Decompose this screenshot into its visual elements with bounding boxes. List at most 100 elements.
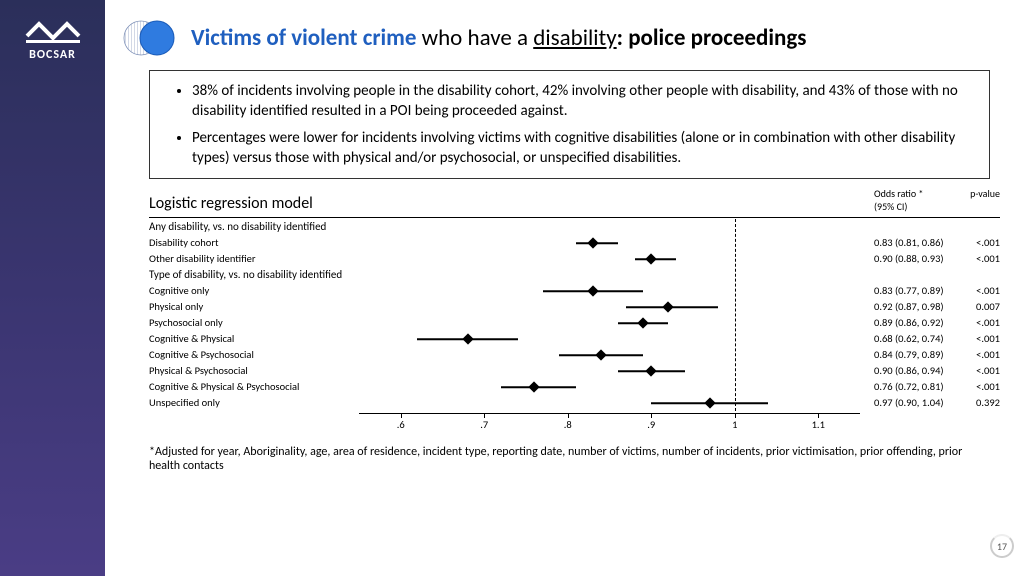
title-part3: disability xyxy=(533,24,616,52)
title-part2: who have a xyxy=(416,24,533,52)
axis-tick: .7 xyxy=(484,413,485,418)
ci-plot xyxy=(359,347,860,363)
p-value: <.001 xyxy=(954,364,1000,377)
ci-plot xyxy=(359,379,860,395)
or-value: 0.76 (0.72, 0.81) xyxy=(874,380,954,393)
venn-icon xyxy=(119,18,179,58)
chart-title: Logistic regression model xyxy=(149,194,874,213)
tick-label: .7 xyxy=(480,418,488,431)
brand-text: BOCSAR xyxy=(29,48,76,62)
tick-label: 1 xyxy=(732,418,737,431)
row-label: Disability cohort xyxy=(149,236,219,249)
row-label: Cognitive & Physical & Psychosocial xyxy=(149,380,299,393)
or-value: 0.89 (0.86, 0.92) xyxy=(874,316,954,329)
main-content: Victims of violent crime who have a disa… xyxy=(105,0,1024,576)
tick-label: .6 xyxy=(397,418,405,431)
or-header2: (95% CI) xyxy=(874,200,954,213)
row-label: Cognitive & Physical xyxy=(149,332,234,345)
or-value: 0.90 (0.88, 0.93) xyxy=(874,252,954,265)
bocsar-logo-icon xyxy=(23,18,83,46)
or-value: 0.83 (0.81, 0.86) xyxy=(874,236,954,249)
p-value: <.001 xyxy=(954,348,1000,361)
tick-label: .8 xyxy=(564,418,572,431)
point-estimate-icon xyxy=(587,237,598,248)
axis-tick: .6 xyxy=(401,413,402,418)
p-value: <.001 xyxy=(954,236,1000,249)
ci-plot xyxy=(359,395,860,411)
or-value: 0.68 (0.62, 0.74) xyxy=(874,332,954,345)
point-estimate-icon xyxy=(646,365,657,376)
title-row: Victims of violent crime who have a disa… xyxy=(119,18,1010,58)
forest-data-row: Psychosocial only 0.89 (0.86, 0.92)<.001 xyxy=(149,315,1000,331)
ci-plot xyxy=(359,363,860,379)
bullets-box: 38% of incidents involving people in the… xyxy=(149,70,990,179)
or-value: 0.83 (0.77, 0.89) xyxy=(874,284,954,297)
title-part1: Victims of violent crime xyxy=(191,24,416,52)
tick-label: 1.1 xyxy=(812,418,825,431)
row-label: Cognitive only xyxy=(149,284,209,297)
point-estimate-icon xyxy=(704,397,715,408)
row-label: Psychosocial only xyxy=(149,316,223,329)
p-value: <.001 xyxy=(954,380,1000,393)
title-part4: : police proceedings xyxy=(617,24,807,52)
forest-data-row: Cognitive & Physical 0.68 (0.62, 0.74)<.0… xyxy=(149,331,1000,347)
point-estimate-icon xyxy=(587,285,598,296)
point-estimate-icon xyxy=(462,333,473,344)
forest-data-row: Disability cohort 0.83 (0.81, 0.86)<.001 xyxy=(149,235,1000,251)
ci-plot xyxy=(359,251,860,267)
axis-tick: 1 xyxy=(735,413,736,418)
ci-plot xyxy=(359,299,860,315)
forest-data-row: Cognitive only 0.83 (0.77, 0.89)<.001 xyxy=(149,283,1000,299)
point-estimate-icon xyxy=(662,301,673,312)
axis-tick: .9 xyxy=(651,413,652,418)
slide-title: Victims of violent crime who have a disa… xyxy=(191,24,806,52)
row-label: Physical only xyxy=(149,300,203,313)
p-value: <.001 xyxy=(954,332,1000,345)
or-value: 0.92 (0.87, 0.98) xyxy=(874,300,954,313)
point-estimate-icon xyxy=(529,381,540,392)
forest-group-header: Any disability, vs. no disability identi… xyxy=(149,219,1000,235)
forest-data-row: Physical & Psychosocial 0.90 (0.86, 0.94)… xyxy=(149,363,1000,379)
axis: .6 .7 .8 .9 1 1.1 xyxy=(149,413,1000,439)
p-value: <.001 xyxy=(954,284,1000,297)
p-value: 0.392 xyxy=(954,396,1000,409)
tick-label: .9 xyxy=(647,418,655,431)
slide: BOCSAR Victims of violent crime w xyxy=(0,0,1024,576)
forest-data-row: Physical only 0.92 (0.87, 0.98)0.007 xyxy=(149,299,1000,315)
axis-tick: .8 xyxy=(568,413,569,418)
ci-plot xyxy=(359,315,860,331)
point-estimate-icon xyxy=(637,317,648,328)
or-value: 0.97 (0.90, 1.04) xyxy=(874,396,954,409)
row-label: Type of disability, vs. no disability id… xyxy=(149,268,342,281)
p-value: <.001 xyxy=(954,252,1000,265)
footnote: *Adjusted for year, Aboriginality, age, … xyxy=(149,445,990,474)
row-label: Other disability identifier xyxy=(149,252,256,265)
page-number: 17 xyxy=(990,534,1014,558)
column-headers: Odds ratio * (95% CI) p-value xyxy=(874,187,1000,213)
point-estimate-icon xyxy=(646,253,657,264)
forest-data-row: Unspecified only 0.97 (0.90, 1.04)0.392 xyxy=(149,395,1000,411)
row-label: Physical & Psychosocial xyxy=(149,364,248,377)
forest-data-row: Cognitive & Physical & Psychosocial 0.76 … xyxy=(149,379,1000,395)
or-value: 0.90 (0.86, 0.94) xyxy=(874,364,954,377)
ci-plot xyxy=(359,331,860,347)
ci-plot xyxy=(359,235,860,251)
row-label: Cognitive & Psychosocial xyxy=(149,348,254,361)
bullet-item: 38% of incidents involving people in the… xyxy=(192,81,971,122)
p-value: 0.007 xyxy=(954,300,1000,313)
forest-plot: Logistic regression model Odds ratio * (… xyxy=(149,187,1000,439)
pvalue-header: p-value xyxy=(954,187,1000,213)
point-estimate-icon xyxy=(595,349,606,360)
row-label: Any disability, vs. no disability identi… xyxy=(149,220,326,233)
ci-plot xyxy=(359,283,860,299)
sidebar: BOCSAR xyxy=(0,0,105,576)
p-value: <.001 xyxy=(954,316,1000,329)
bullet-item: Percentages were lower for incidents inv… xyxy=(192,128,971,169)
or-header1: Odds ratio * xyxy=(874,187,954,200)
forest-group-header: Type of disability, vs. no disability id… xyxy=(149,267,1000,283)
or-value: 0.84 (0.79, 0.89) xyxy=(874,348,954,361)
row-label: Unspecified only xyxy=(149,396,220,409)
forest-data-row: Other disability identifier 0.90 (0.88, 0… xyxy=(149,251,1000,267)
forest-data-row: Cognitive & Psychosocial 0.84 (0.79, 0.89… xyxy=(149,347,1000,363)
axis-tick: 1.1 xyxy=(818,413,819,418)
